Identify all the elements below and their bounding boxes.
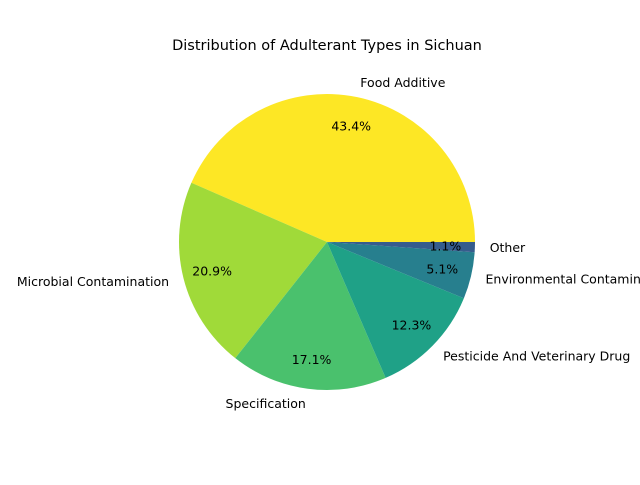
- pie-slice-food-additive: [191, 93, 475, 242]
- slice-label-food-additive: Food Additive: [360, 75, 445, 90]
- slice-percent-microbial-contamination: 20.9%: [192, 263, 232, 278]
- pie-slice-environmental-contamination: [327, 242, 475, 299]
- chart-title: Distribution of Adulterant Types in Sich…: [172, 38, 482, 54]
- slice-label-microbial-contamination: Microbial Contamination: [17, 274, 169, 289]
- slice-label-specification: Specification: [226, 396, 306, 411]
- pie-slice-microbial-contamination: [178, 182, 327, 359]
- pie-slice-pesticide-and-veterinary-drug: [327, 242, 464, 378]
- slice-label-environmental-contamination: Environmental Contamination: [486, 272, 640, 287]
- pie-labels: Food Additive 43.4% Microbial Contaminatio…: [17, 75, 640, 411]
- pie-slice-other: [327, 242, 475, 253]
- slice-percent-pesticide-and-veterinary-drug: 12.3%: [392, 317, 432, 332]
- slice-label-pesticide-and-veterinary-drug: Pesticide And Veterinary Drug: [443, 349, 630, 364]
- pie-slice-specification: [235, 242, 386, 390]
- pie-slices: [178, 93, 475, 390]
- slice-percent-other: 1.1%: [429, 239, 461, 254]
- slice-percent-environmental-contamination: 5.1%: [426, 261, 458, 276]
- slice-percent-food-additive: 43.4%: [331, 119, 371, 134]
- slice-percent-specification: 17.1%: [292, 352, 332, 367]
- slice-label-other: Other: [490, 240, 526, 255]
